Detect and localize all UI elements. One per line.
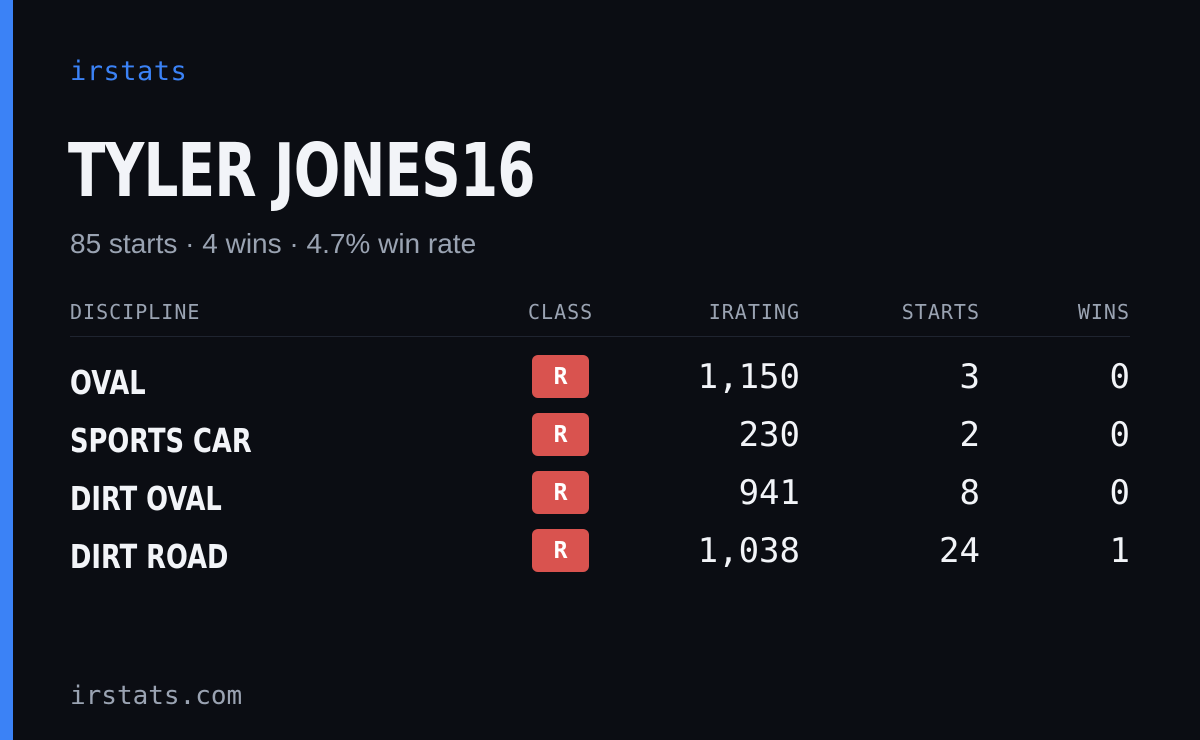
wins-value: 0 — [1109, 357, 1130, 397]
table-header: DISCIPLINE CLASS IRATING STARTS WINS — [70, 296, 1130, 337]
irating-value: 1,150 — [697, 357, 800, 397]
class-badge: R — [532, 355, 589, 398]
class-badge: R — [532, 471, 589, 514]
table-body: OVAL R 1,150 3 0 SPORTS CAR R 230 2 0 DI… — [70, 353, 1130, 585]
starts-value: 3 — [959, 357, 980, 397]
starts-value: 2 — [959, 415, 980, 455]
discipline-name: DIRT ROAD — [70, 537, 229, 576]
discipline-table: DISCIPLINE CLASS IRATING STARTS WINS OVA… — [70, 296, 1130, 585]
table-row: SPORTS CAR R 230 2 0 — [70, 411, 1130, 469]
starts-value: 8 — [959, 473, 980, 513]
wins-value: 0 — [1109, 473, 1130, 513]
table-row: DIRT ROAD R 1,038 24 1 — [70, 527, 1130, 585]
wins-value: 1 — [1109, 531, 1130, 571]
brand-logo: irstats — [70, 56, 188, 87]
wins-value: 0 — [1109, 415, 1130, 455]
irating-value: 230 — [738, 415, 800, 455]
class-badge: R — [532, 413, 589, 456]
driver-summary: 85 starts · 4 wins · 4.7% win rate — [70, 228, 477, 259]
irating-value: 941 — [738, 473, 800, 513]
discipline-name: DIRT OVAL — [70, 479, 222, 518]
header-discipline: DISCIPLINE — [70, 300, 201, 324]
irating-value: 1,038 — [697, 531, 800, 571]
class-badge: R — [532, 529, 589, 572]
accent-bar — [0, 0, 13, 740]
table-row: OVAL R 1,150 3 0 — [70, 353, 1130, 411]
starts-value: 24 — [939, 531, 980, 571]
discipline-name: SPORTS CAR — [70, 421, 252, 460]
table-row: DIRT OVAL R 941 8 0 — [70, 469, 1130, 527]
header-starts: STARTS — [901, 300, 980, 324]
footer-url: irstats.com — [70, 681, 243, 711]
header-class: CLASS — [528, 300, 594, 324]
header-wins: WINS — [1077, 300, 1130, 324]
driver-name: TYLER JONES16 — [68, 128, 535, 214]
discipline-name: OVAL — [70, 363, 146, 402]
header-irating: IRATING — [708, 300, 800, 324]
